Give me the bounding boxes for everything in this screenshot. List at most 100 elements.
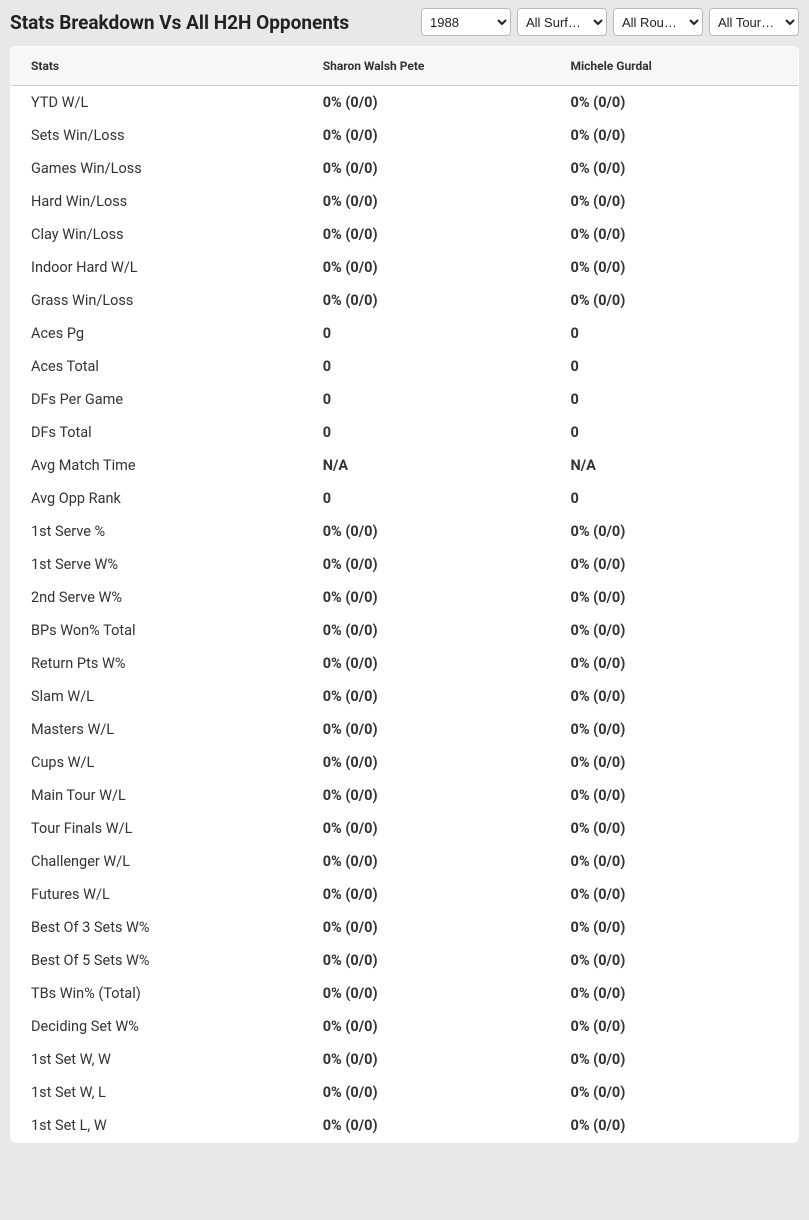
player2-value-cell: 0% (0/0) bbox=[551, 515, 799, 548]
player2-value-cell: 0% (0/0) bbox=[551, 878, 799, 911]
table-row: 1st Serve W%0% (0/0)0% (0/0) bbox=[11, 548, 799, 581]
player2-value-cell: 0% (0/0) bbox=[551, 977, 799, 1010]
player1-value-cell: 0 bbox=[303, 350, 551, 383]
table-row: BPs Won% Total0% (0/0)0% (0/0) bbox=[11, 614, 799, 647]
player2-value-cell: 0% (0/0) bbox=[551, 1076, 799, 1109]
col-header-stats: Stats bbox=[11, 47, 303, 86]
table-body: YTD W/L0% (0/0)0% (0/0)Sets Win/Loss0% (… bbox=[11, 86, 799, 1143]
stat-name-cell: Clay Win/Loss bbox=[11, 218, 303, 251]
stat-name-cell: Slam W/L bbox=[11, 680, 303, 713]
player1-value-cell: 0% (0/0) bbox=[303, 944, 551, 977]
player1-value-cell: 0 bbox=[303, 416, 551, 449]
table-row: 1st Set L, W0% (0/0)0% (0/0) bbox=[11, 1109, 799, 1143]
player2-value-cell: 0% (0/0) bbox=[551, 845, 799, 878]
player1-value-cell: 0% (0/0) bbox=[303, 614, 551, 647]
stat-name-cell: Indoor Hard W/L bbox=[11, 251, 303, 284]
player2-value-cell: 0% (0/0) bbox=[551, 119, 799, 152]
round-select[interactable]: All Rou… bbox=[613, 8, 703, 36]
table-row: DFs Total00 bbox=[11, 416, 799, 449]
stat-name-cell: TBs Win% (Total) bbox=[11, 977, 303, 1010]
stat-name-cell: Best Of 3 Sets W% bbox=[11, 911, 303, 944]
stat-name-cell: 1st Serve W% bbox=[11, 548, 303, 581]
player1-value-cell: 0% (0/0) bbox=[303, 713, 551, 746]
player1-value-cell: 0% (0/0) bbox=[303, 647, 551, 680]
player2-value-cell: 0% (0/0) bbox=[551, 185, 799, 218]
stat-name-cell: DFs Per Game bbox=[11, 383, 303, 416]
stat-name-cell: Hard Win/Loss bbox=[11, 185, 303, 218]
player2-value-cell: 0% (0/0) bbox=[551, 911, 799, 944]
table-row: Clay Win/Loss0% (0/0)0% (0/0) bbox=[11, 218, 799, 251]
player1-value-cell: 0% (0/0) bbox=[303, 812, 551, 845]
player1-value-cell: 0% (0/0) bbox=[303, 1010, 551, 1043]
player1-value-cell: 0% (0/0) bbox=[303, 1109, 551, 1143]
table-row: 2nd Serve W%0% (0/0)0% (0/0) bbox=[11, 581, 799, 614]
table-row: Games Win/Loss0% (0/0)0% (0/0) bbox=[11, 152, 799, 185]
stat-name-cell: Avg Opp Rank bbox=[11, 482, 303, 515]
stat-name-cell: Grass Win/Loss bbox=[11, 284, 303, 317]
player1-value-cell: 0% (0/0) bbox=[303, 185, 551, 218]
table-row: Main Tour W/L0% (0/0)0% (0/0) bbox=[11, 779, 799, 812]
player2-value-cell: 0% (0/0) bbox=[551, 746, 799, 779]
player1-value-cell: 0 bbox=[303, 383, 551, 416]
stat-name-cell: 1st Set W, L bbox=[11, 1076, 303, 1109]
stat-name-cell: 2nd Serve W% bbox=[11, 581, 303, 614]
player2-value-cell: 0% (0/0) bbox=[551, 680, 799, 713]
player2-value-cell: 0% (0/0) bbox=[551, 548, 799, 581]
table-row: Hard Win/Loss0% (0/0)0% (0/0) bbox=[11, 185, 799, 218]
player2-value-cell: 0% (0/0) bbox=[551, 284, 799, 317]
stat-name-cell: Deciding Set W% bbox=[11, 1010, 303, 1043]
stat-name-cell: BPs Won% Total bbox=[11, 614, 303, 647]
player2-value-cell: 0 bbox=[551, 383, 799, 416]
stat-name-cell: 1st Serve % bbox=[11, 515, 303, 548]
table-header-row: Stats Sharon Walsh Pete Michele Gurdal bbox=[11, 47, 799, 86]
stats-table: Stats Sharon Walsh Pete Michele Gurdal Y… bbox=[10, 46, 799, 1143]
stat-name-cell: YTD W/L bbox=[11, 86, 303, 120]
player1-value-cell: 0% (0/0) bbox=[303, 1076, 551, 1109]
table-row: Aces Total00 bbox=[11, 350, 799, 383]
stat-name-cell: Best Of 5 Sets W% bbox=[11, 944, 303, 977]
stat-name-cell: Games Win/Loss bbox=[11, 152, 303, 185]
table-row: Return Pts W%0% (0/0)0% (0/0) bbox=[11, 647, 799, 680]
stat-name-cell: Challenger W/L bbox=[11, 845, 303, 878]
table-row: Tour Finals W/L0% (0/0)0% (0/0) bbox=[11, 812, 799, 845]
filter-selects: 1988 All Surf… All Rou… All Tour… bbox=[421, 8, 799, 36]
surface-select[interactable]: All Surf… bbox=[517, 8, 607, 36]
table-row: Aces Pg00 bbox=[11, 317, 799, 350]
player2-value-cell: 0% (0/0) bbox=[551, 812, 799, 845]
player2-value-cell: 0% (0/0) bbox=[551, 779, 799, 812]
stat-name-cell: Masters W/L bbox=[11, 713, 303, 746]
page-title: Stats Breakdown Vs All H2H Opponents bbox=[10, 11, 349, 34]
tour-select[interactable]: All Tour… bbox=[709, 8, 799, 36]
player2-value-cell: 0% (0/0) bbox=[551, 1109, 799, 1143]
player2-value-cell: 0% (0/0) bbox=[551, 152, 799, 185]
stat-name-cell: Tour Finals W/L bbox=[11, 812, 303, 845]
stat-name-cell: Return Pts W% bbox=[11, 647, 303, 680]
table-row: DFs Per Game00 bbox=[11, 383, 799, 416]
player1-value-cell: 0% (0/0) bbox=[303, 218, 551, 251]
stat-name-cell: Aces Total bbox=[11, 350, 303, 383]
player1-value-cell: 0% (0/0) bbox=[303, 680, 551, 713]
table-wrap: Stats Sharon Walsh Pete Michele Gurdal Y… bbox=[0, 46, 809, 1153]
stat-name-cell: 1st Set L, W bbox=[11, 1109, 303, 1143]
player1-value-cell: 0% (0/0) bbox=[303, 746, 551, 779]
player2-value-cell: 0 bbox=[551, 317, 799, 350]
year-select[interactable]: 1988 bbox=[421, 8, 511, 36]
table-row: 1st Set W, W0% (0/0)0% (0/0) bbox=[11, 1043, 799, 1076]
table-row: Futures W/L0% (0/0)0% (0/0) bbox=[11, 878, 799, 911]
player2-value-cell: 0% (0/0) bbox=[551, 713, 799, 746]
table-row: Masters W/L0% (0/0)0% (0/0) bbox=[11, 713, 799, 746]
player2-value-cell: 0 bbox=[551, 350, 799, 383]
player2-value-cell: 0% (0/0) bbox=[551, 944, 799, 977]
table-row: Cups W/L0% (0/0)0% (0/0) bbox=[11, 746, 799, 779]
stat-name-cell: Aces Pg bbox=[11, 317, 303, 350]
table-row: Avg Match TimeN/AN/A bbox=[11, 449, 799, 482]
player1-value-cell: 0% (0/0) bbox=[303, 515, 551, 548]
player1-value-cell: 0 bbox=[303, 317, 551, 350]
player2-value-cell: 0% (0/0) bbox=[551, 647, 799, 680]
col-header-player1: Sharon Walsh Pete bbox=[303, 47, 551, 86]
player2-value-cell: N/A bbox=[551, 449, 799, 482]
table-row: TBs Win% (Total)0% (0/0)0% (0/0) bbox=[11, 977, 799, 1010]
stat-name-cell: Futures W/L bbox=[11, 878, 303, 911]
table-row: YTD W/L0% (0/0)0% (0/0) bbox=[11, 86, 799, 120]
player1-value-cell: 0% (0/0) bbox=[303, 581, 551, 614]
